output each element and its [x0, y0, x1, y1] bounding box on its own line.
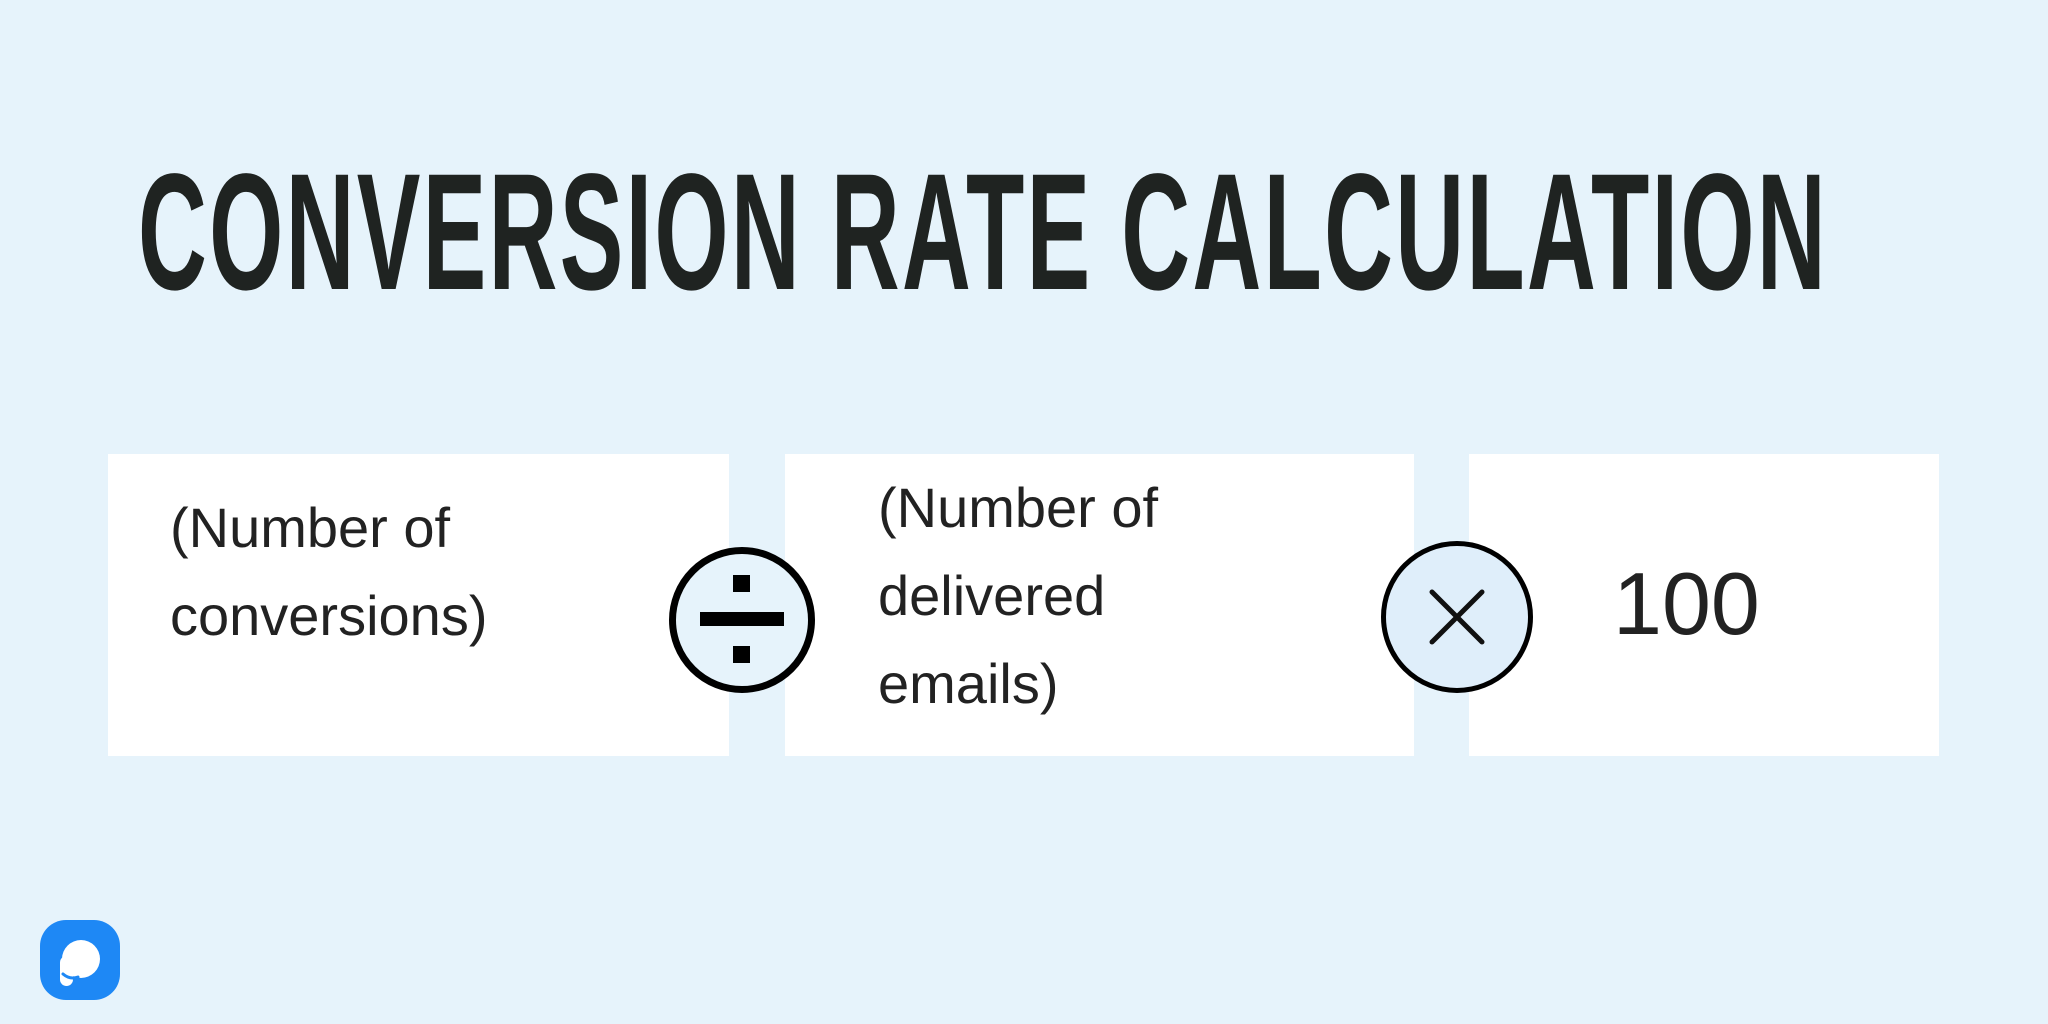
divide-icon: [669, 547, 815, 693]
numerator-box: (Number of conversions): [108, 454, 729, 756]
denominator-text: (Number of delivered emails): [878, 476, 1159, 715]
multiply-icon: [1381, 541, 1533, 693]
numerator-text: (Number of conversions): [170, 496, 488, 647]
denominator-box: (Number of delivered emails): [785, 454, 1414, 756]
multiplier-box: 100: [1469, 454, 1939, 756]
multiplier-text: 100: [1613, 554, 1760, 653]
page-title: CONVERSION RATE CALCULATION: [138, 140, 1828, 325]
brand-logo-icon: [40, 920, 120, 1000]
